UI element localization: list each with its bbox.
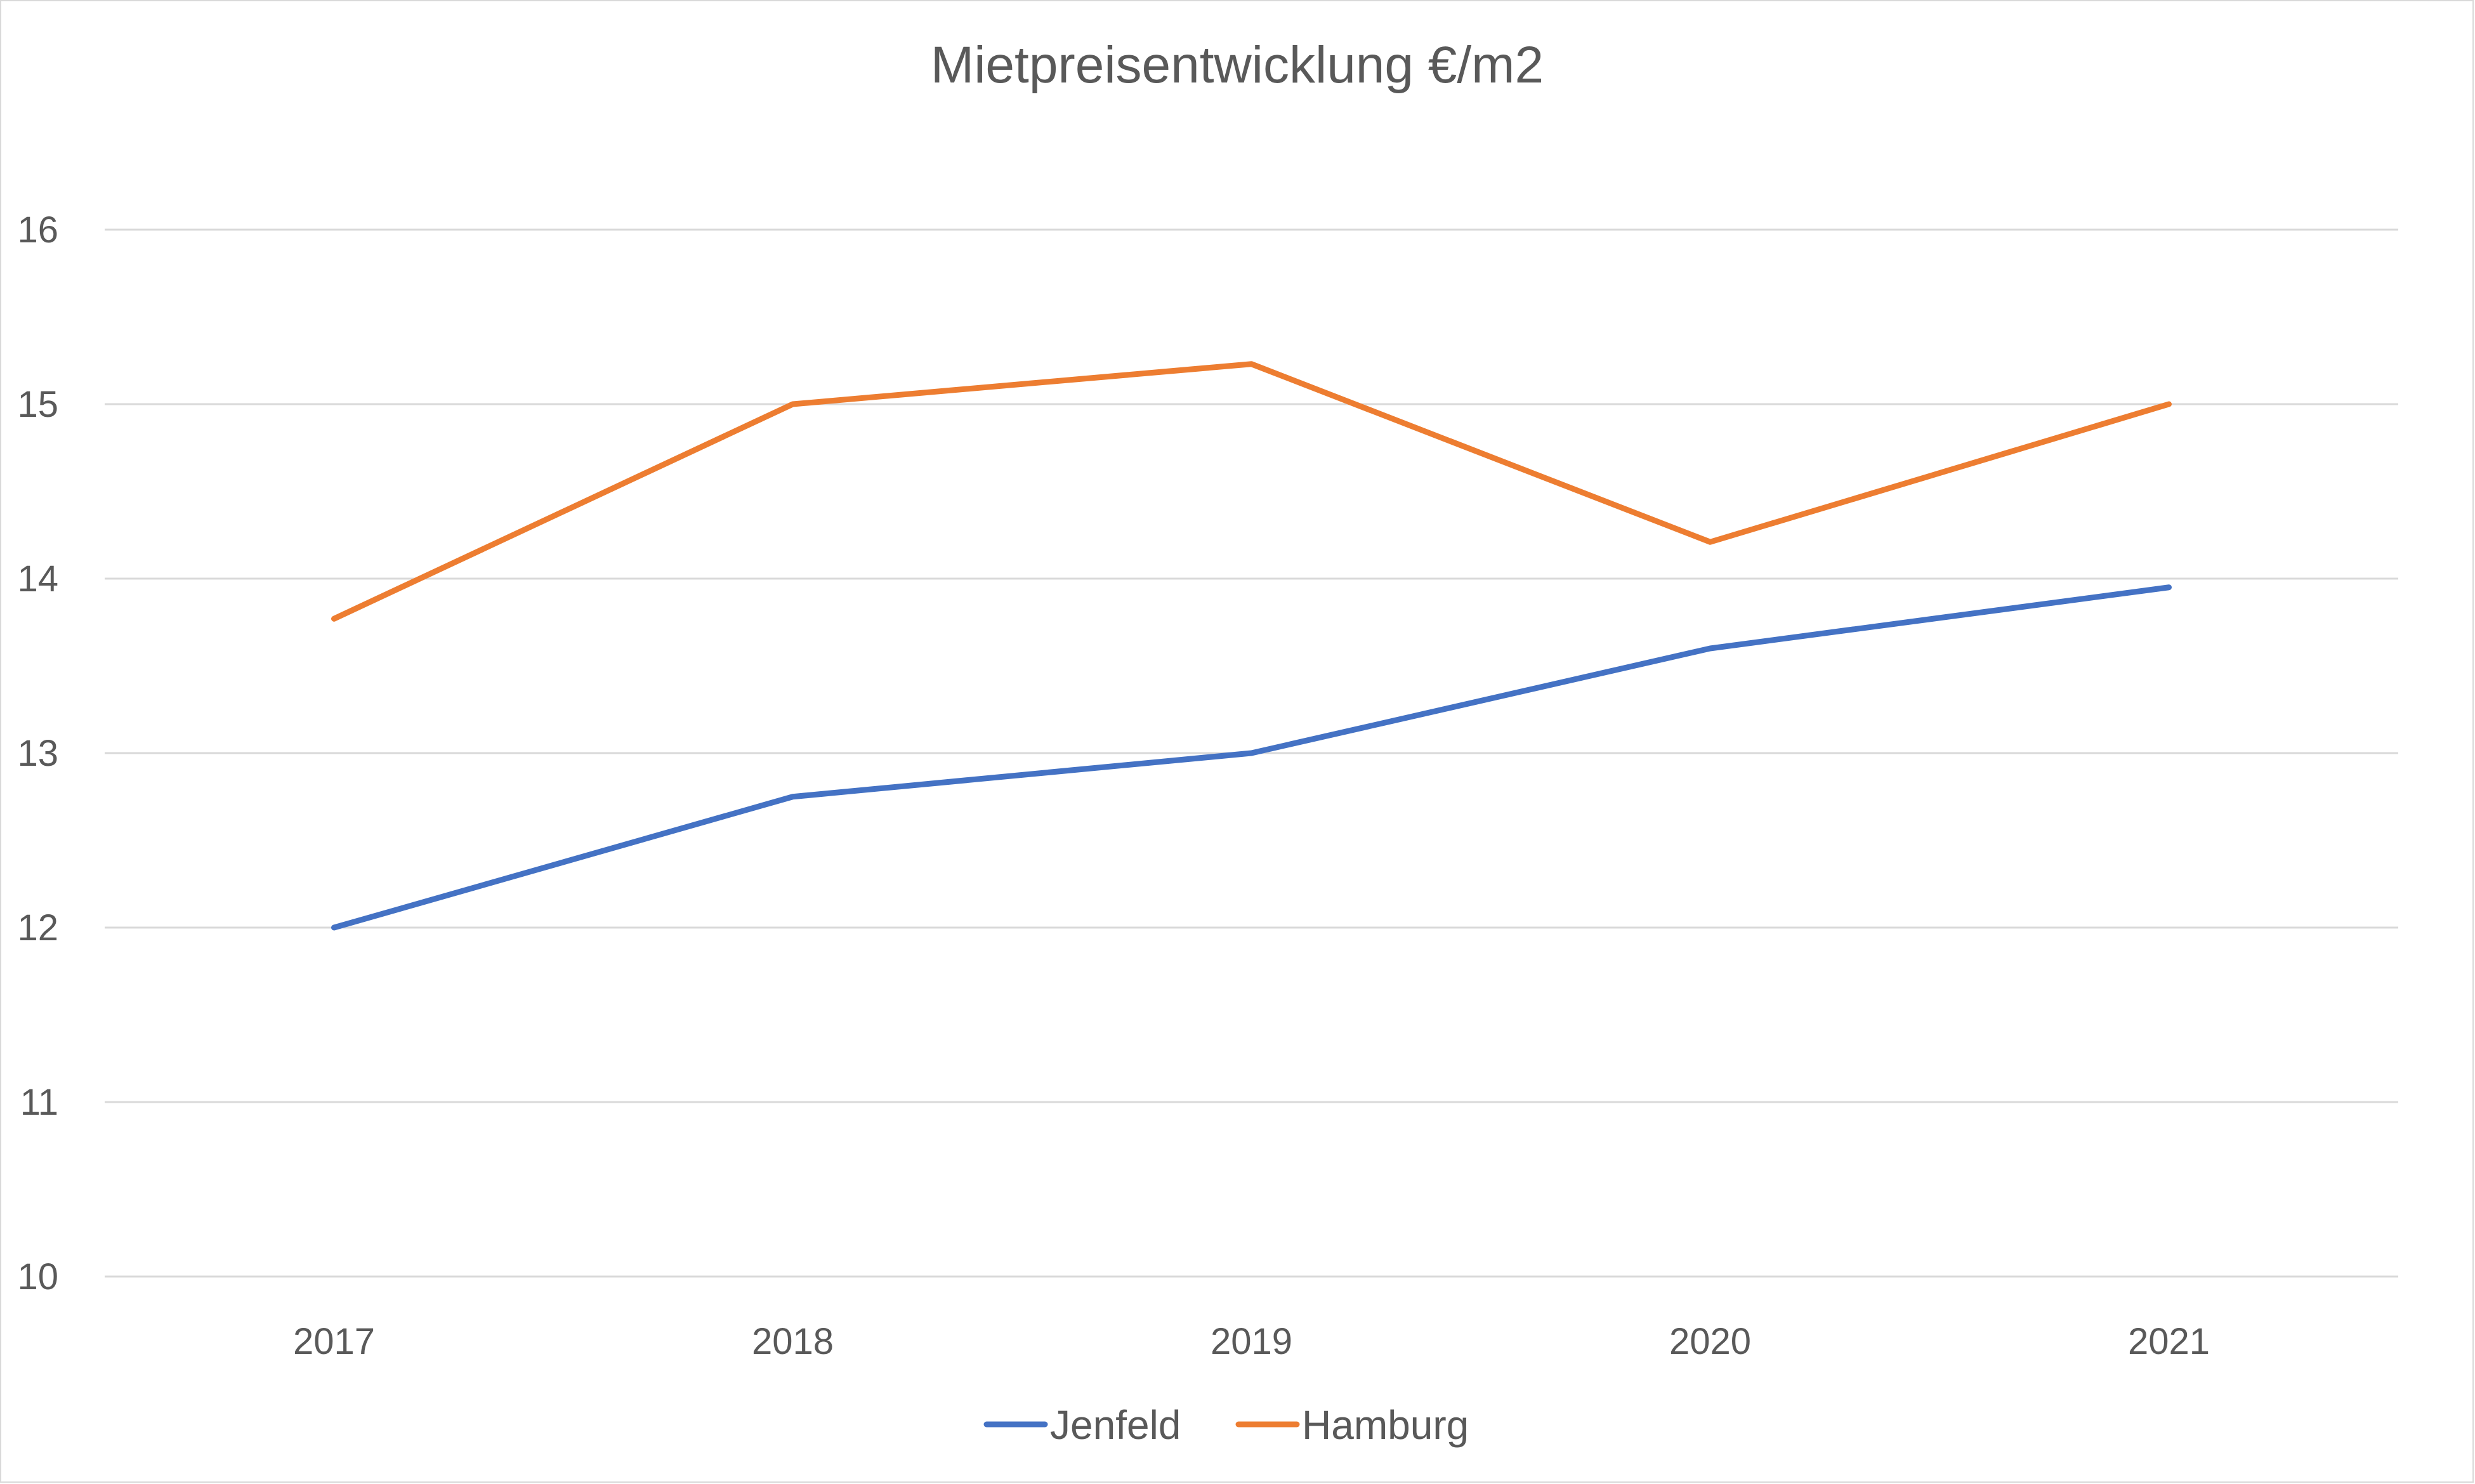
x-tick-label: 2018: [752, 1321, 834, 1362]
y-tick-label: 10: [17, 1256, 58, 1297]
series-lines: [331, 361, 2172, 931]
x-axis-tick-labels: 2017 2018 2019 2020 2021: [293, 1321, 2210, 1362]
x-tick-label: 2019: [1211, 1321, 1292, 1362]
y-tick-label: 12: [17, 907, 58, 949]
x-tick-label: 2017: [293, 1321, 375, 1362]
series-line-hamburg: [331, 361, 2172, 622]
x-tick-label: 2021: [2128, 1321, 2210, 1362]
gridlines: [105, 228, 2398, 1278]
legend-label-hamburg: Hamburg: [1302, 1402, 1469, 1448]
y-tick-label: 15: [17, 384, 58, 425]
y-tick-label: 13: [17, 733, 58, 774]
chart-title: Mietpreisentwicklung €/m2: [931, 36, 1544, 94]
legend-label-jenfeld: Jenfeld: [1050, 1402, 1181, 1448]
series-line-jenfeld: [331, 584, 2172, 931]
legend: Jenfeld Hamburg: [983, 1402, 1469, 1448]
x-tick-label: 2020: [1669, 1321, 1751, 1362]
y-axis-tick-labels: 10 11 12 13 14 15 16: [17, 209, 58, 1297]
y-tick-label: 11: [20, 1082, 58, 1123]
y-tick-label: 16: [17, 209, 58, 251]
y-tick-label: 14: [17, 558, 58, 600]
